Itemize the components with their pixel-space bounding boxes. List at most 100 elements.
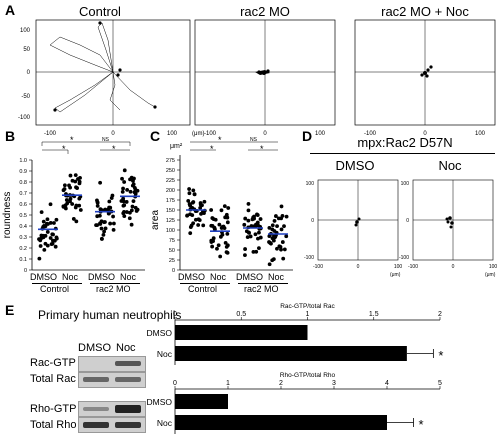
sig-c-ns: NS [250, 137, 258, 143]
c-group-line-2 [238, 283, 288, 284]
data-point [246, 218, 251, 223]
data-point [225, 220, 230, 225]
sig-b-ns: NS [102, 137, 110, 143]
data-point [124, 210, 129, 214]
blot-total-rho [78, 417, 146, 433]
data-point [131, 182, 136, 187]
data-point [251, 215, 256, 220]
data-point [95, 223, 100, 228]
data-point [242, 222, 247, 227]
data-point [122, 168, 127, 173]
significance-star: * [419, 417, 424, 432]
c-x-dmso-1: DMSO [178, 272, 205, 282]
blot-col-dmso: DMSO [78, 342, 111, 354]
data-point [95, 214, 100, 219]
area-unit: μm² [170, 143, 183, 150]
data-point [256, 236, 260, 241]
bar-tick-label: 0 [173, 380, 177, 387]
data-point [121, 211, 126, 216]
data-point [111, 227, 116, 232]
data-point [99, 226, 104, 231]
data-point [111, 214, 115, 219]
bar [175, 346, 407, 361]
data-point [78, 175, 82, 180]
y-tick-label: 250 [166, 168, 175, 174]
blot-col-noc: Noc [116, 342, 136, 354]
unit-d-1: (μm) [390, 272, 401, 278]
data-point [213, 227, 217, 232]
data-point [272, 219, 277, 223]
panel-c-label: C [150, 128, 161, 144]
data-point [103, 226, 108, 231]
data-point [223, 240, 228, 245]
tick-a-y-0: 0 [27, 70, 31, 76]
data-point [282, 247, 287, 252]
data-point [243, 216, 248, 221]
panel-a-title-2: rac2 MO [240, 4, 290, 19]
data-point [98, 222, 103, 226]
data-point [68, 173, 73, 178]
roundness-ylabel: roundness [2, 192, 13, 239]
data-point [200, 203, 204, 208]
blot-row-total-rac: Total Rac [30, 373, 76, 385]
data-point [216, 243, 221, 248]
data-point [246, 208, 251, 213]
data-point [120, 176, 124, 181]
c-x-noc-1: Noc [210, 272, 227, 282]
data-point [108, 221, 113, 226]
area-ylabel: area [150, 210, 161, 230]
data-point [133, 187, 138, 192]
data-point [122, 180, 127, 184]
data-point [67, 183, 71, 188]
data-point [193, 217, 198, 222]
y-tick-label: 0.9 [19, 169, 27, 175]
tick-d-x-m100: -100 [313, 264, 323, 270]
data-point [63, 206, 68, 211]
data-point [275, 246, 279, 251]
unit-a: (μm) [192, 131, 204, 137]
panel-a-title-3: rac2 MO + Noc [381, 4, 469, 19]
data-point [38, 238, 43, 243]
data-point [130, 204, 135, 209]
y-tick-label: 0.4 [19, 224, 27, 230]
data-point [98, 207, 103, 212]
bar-chart-title: Rho-GTP/total Rho [280, 372, 336, 379]
data-point [73, 173, 78, 178]
b-x-noc-2: Noc [120, 272, 137, 282]
data-point [39, 210, 44, 214]
data-point [43, 233, 48, 238]
tick-a-y-m50: -50 [21, 94, 30, 100]
data-point [121, 203, 126, 208]
y-tick-label: 0 [172, 268, 175, 274]
panel-a-label: A [5, 2, 16, 18]
data-point [43, 224, 48, 229]
data-point [95, 200, 100, 205]
data-point [218, 254, 223, 259]
tick-a-x-m100: -100 [44, 131, 57, 137]
data-point [70, 202, 75, 206]
data-point [210, 224, 215, 228]
svg-text:0: 0 [406, 218, 409, 224]
bar-chart-title: Rac-GTP/total Rac [280, 303, 335, 310]
tick-a-x-0: 0 [111, 131, 115, 137]
blot-rac-gtp [78, 356, 146, 372]
data-point [244, 229, 249, 234]
data-point [127, 216, 132, 221]
b-group-line-2 [90, 283, 140, 284]
data-point [218, 234, 223, 239]
tick-d-y-0: 0 [311, 218, 314, 224]
svg-text:-100: -100 [399, 255, 409, 261]
y-tick-label: 100 [166, 228, 175, 234]
tick-d-y-m100: -100 [304, 255, 314, 261]
data-point [112, 221, 116, 226]
data-point [255, 220, 260, 225]
svg-text:-100: -100 [364, 131, 377, 137]
bar-tick-label: 1 [306, 311, 310, 318]
data-point [254, 249, 259, 254]
data-point [243, 247, 247, 251]
data-point [219, 208, 224, 213]
y-tick-label: 0.3 [19, 235, 27, 241]
c-x-dmso-2: DMSO [236, 272, 263, 282]
data-point [279, 227, 284, 232]
data-point [77, 203, 82, 208]
